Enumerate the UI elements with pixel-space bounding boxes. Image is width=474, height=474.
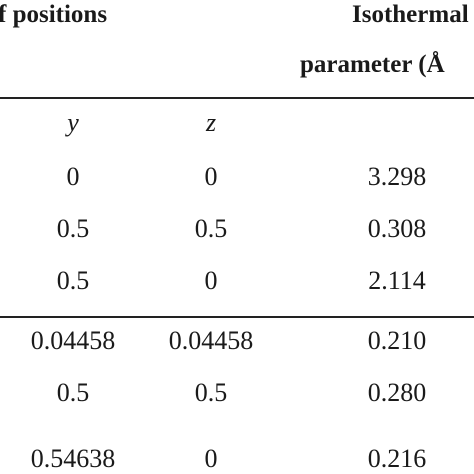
col-y-label: y — [67, 108, 79, 137]
row4-z: 0.04458 — [168, 326, 254, 355]
row1-z: 0 — [204, 162, 218, 191]
row2-y: 0.5 — [56, 214, 90, 243]
col-z-label: z — [205, 108, 217, 137]
row6-y: 0.54638 — [30, 444, 116, 473]
row3-y: 0.5 — [56, 266, 90, 295]
row1-y: 0 — [66, 162, 80, 191]
section-rule — [0, 316, 474, 318]
header-positions: f positions — [0, 1, 108, 28]
row4-param: 0.210 — [367, 326, 427, 355]
row3-param: 2.114 — [368, 266, 426, 295]
row2-param: 0.308 — [367, 214, 427, 243]
header-isothermal: Isothermal — [352, 1, 469, 28]
row6-z: 0 — [204, 444, 218, 473]
row4-y: 0.04458 — [30, 326, 116, 355]
row5-param: 0.280 — [367, 378, 427, 407]
row6-param: 0.216 — [367, 444, 427, 473]
row5-y: 0.5 — [56, 378, 90, 407]
header-parameter: parameter (Å — [300, 51, 445, 78]
row3-z: 0 — [204, 266, 218, 295]
header-rule — [0, 97, 474, 99]
row1-param: 3.298 — [367, 162, 427, 191]
row2-z: 0.5 — [194, 214, 228, 243]
row5-z: 0.5 — [194, 378, 228, 407]
